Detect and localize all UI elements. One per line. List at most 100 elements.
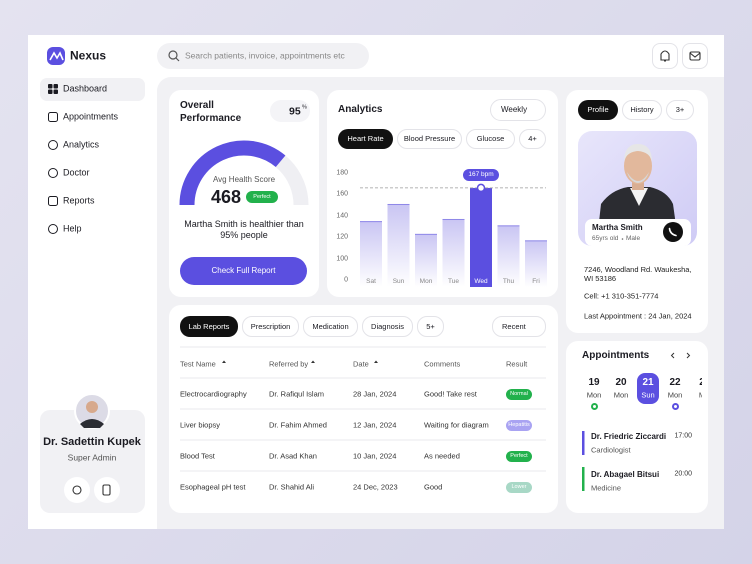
sort-select[interactable]: Recent [492, 316, 546, 337]
report-button[interactable]: Check Full Report [180, 257, 307, 285]
profile-tab[interactable]: History [622, 100, 662, 120]
sort-icon [311, 360, 315, 363]
patient-age: 65yrs old [592, 234, 619, 242]
day-date: 2 [699, 377, 702, 390]
patient-gender: Male [626, 234, 641, 242]
lab-tab[interactable]: Medication [303, 316, 358, 337]
lab-tab[interactable]: Diagnosis [362, 316, 413, 337]
profile-tab[interactable]: 3+ [666, 100, 694, 120]
user-avatar [80, 419, 104, 428]
result-badge: Perfect [506, 450, 532, 462]
score: 468 [211, 186, 242, 207]
user-avatar [86, 401, 98, 413]
table-cell: 24 Dec, 2023 [353, 482, 398, 492]
table-cell: 28 Jan, 2024 [353, 389, 397, 399]
y-tick-label: 120 [336, 233, 348, 241]
summary: Martha Smith is healthier than 95% peopl… [184, 219, 304, 241]
nav-icon [53, 84, 58, 89]
nav-icon [48, 140, 58, 150]
x-tick-label: Fri [532, 277, 540, 285]
table-cell: 10 Jan, 2024 [353, 451, 397, 461]
day-selected[interactable] [637, 373, 659, 404]
nav-icon [48, 112, 58, 122]
x-tick-label: Sat [366, 277, 376, 285]
bar [360, 221, 382, 287]
change-value: 95 [289, 105, 301, 118]
lab-tab[interactable]: 5+ [417, 316, 444, 337]
nav-icon [48, 84, 53, 89]
nav-icon [48, 196, 58, 206]
gauge-fill [179, 140, 286, 206]
profile-tab[interactable]: Profile [578, 100, 618, 120]
nav-item: Help [63, 223, 82, 234]
brand: Nexus [70, 48, 107, 63]
next-arrow [686, 352, 691, 359]
x-tick-label: Tue [448, 277, 459, 285]
value-label: 167 bpm [463, 168, 499, 181]
last-appointment: Last Appointment : 24 Jan, 2024 [584, 311, 692, 321]
search-bar[interactable] [157, 43, 369, 69]
performance-title: Overall Performance [180, 100, 242, 124]
search-placeholder: Search patients, invoice, appointments e… [185, 50, 345, 61]
y-tick-label: 100 [336, 255, 348, 263]
appointment-time: 17:00 [674, 432, 692, 440]
mail-icon [689, 51, 701, 61]
search-icon [175, 57, 180, 62]
prev-arrow [670, 352, 675, 359]
x-tick-label: Sun [392, 277, 405, 285]
bell-icon [660, 50, 670, 62]
appointments-card [566, 341, 708, 513]
table-cell: Good! Take rest [424, 389, 477, 399]
day-name: Mon [586, 390, 602, 400]
separator-dot [621, 238, 624, 240]
value-marker [476, 183, 486, 193]
bar [525, 240, 547, 287]
analytics-tab[interactable]: Heart Rate [338, 129, 393, 149]
logout-icon [102, 484, 111, 496]
period-select[interactable]: Weekly [490, 99, 546, 121]
y-tick-label: 0 [344, 276, 348, 284]
chart-title: Analytics [338, 103, 383, 115]
nav-active[interactable] [40, 78, 145, 101]
appointments-title: Appointments [582, 349, 650, 361]
user-role: Super Admin [67, 452, 117, 463]
nav-icon [48, 89, 53, 94]
lab-tab[interactable]: Prescription [242, 316, 299, 337]
call-button [663, 222, 683, 242]
bar [470, 187, 492, 287]
analytics-tab[interactable]: Blood Pressure [397, 129, 462, 149]
call-icon [668, 227, 677, 237]
score-label: Avg Health Score [212, 175, 276, 184]
nav-icon [48, 168, 58, 178]
logo-mark [49, 51, 64, 61]
column-header: Date [353, 359, 369, 369]
bell-button[interactable] [652, 43, 678, 69]
column-header: Referred by [269, 359, 309, 369]
user-name: Dr. Sadettin Kupek [43, 436, 141, 449]
nav-icon [53, 89, 58, 94]
nav-icon [48, 224, 58, 234]
patient-photo [624, 148, 652, 184]
lab-tab[interactable]: Lab Reports [180, 316, 238, 337]
score-badge: Perfect [246, 191, 278, 203]
table-cell: Blood Test [180, 451, 215, 461]
nav-item: Appointments [63, 111, 119, 122]
appointment-time: 20:00 [674, 470, 692, 478]
day-date: 22 [669, 376, 681, 388]
table-cell: Good [424, 482, 443, 492]
logout-button[interactable] [94, 477, 120, 503]
table-cell: Liver biopsy [180, 420, 221, 430]
appointment-bar [582, 431, 585, 455]
patient-photo [624, 144, 652, 162]
analytics-tab[interactable]: Glucose [466, 129, 515, 149]
settings-button[interactable] [64, 477, 90, 503]
settings-icon [72, 485, 82, 495]
mail-button[interactable] [682, 43, 708, 69]
day-date: 21 [642, 376, 654, 388]
result-badge: Normal [506, 388, 532, 400]
day-dot [671, 403, 679, 410]
analytics-tab[interactable]: 4+ [519, 129, 546, 149]
appointment-bar [582, 467, 585, 491]
patient-name: Martha Smith [592, 223, 643, 232]
